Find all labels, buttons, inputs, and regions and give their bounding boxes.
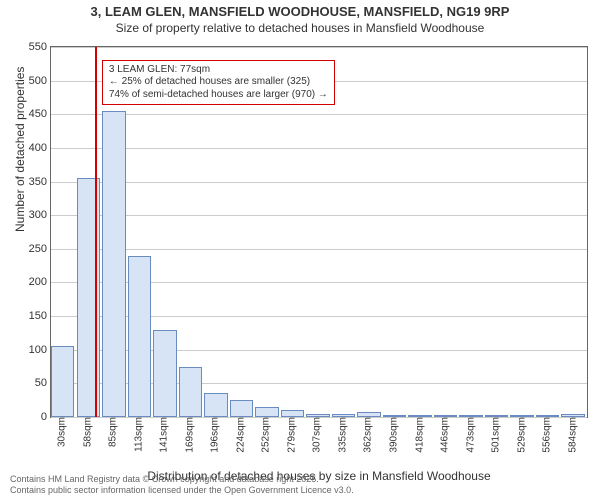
y-gridline — [51, 215, 587, 216]
x-tick-label: 335sqm — [335, 417, 348, 453]
y-tick-label: 450 — [29, 108, 51, 120]
footnote-line1: Contains HM Land Registry data © Crown c… — [10, 474, 354, 485]
x-tick-label: 196sqm — [208, 417, 221, 453]
y-gridline — [51, 47, 587, 48]
y-gridline — [51, 114, 587, 115]
reference-line — [95, 47, 97, 417]
annotation-line2: 74% of semi-detached houses are larger (… — [109, 89, 328, 102]
x-tick-label: 224sqm — [233, 417, 246, 453]
histogram-bar — [102, 111, 125, 417]
histogram-bar — [281, 410, 304, 417]
y-axis-title: Number of detached properties — [13, 67, 27, 232]
x-tick-label: 113sqm — [131, 417, 144, 452]
annotation-line1: ← 25% of detached houses are smaller (32… — [109, 76, 328, 89]
y-tick-label: 200 — [29, 276, 51, 288]
x-tick-label: 307sqm — [310, 417, 323, 453]
x-tick-label: 446sqm — [438, 417, 451, 453]
x-tick-label: 556sqm — [540, 417, 553, 453]
y-tick-label: 550 — [29, 41, 51, 53]
y-gridline — [51, 148, 587, 149]
histogram-bar — [179, 367, 202, 417]
y-tick-label: 50 — [35, 377, 51, 389]
histogram-bar — [204, 393, 227, 417]
y-tick-label: 250 — [29, 243, 51, 255]
x-tick-label: 141sqm — [157, 417, 170, 453]
x-tick-label: 473sqm — [463, 417, 476, 453]
y-tick-label: 400 — [29, 142, 51, 154]
x-tick-label: 501sqm — [489, 417, 502, 453]
plot-area: Number of detached properties 0501001502… — [50, 46, 588, 418]
histogram-bar — [153, 330, 176, 417]
y-tick-label: 100 — [29, 344, 51, 356]
x-tick-label: 58sqm — [80, 417, 93, 447]
histogram-bar — [51, 346, 74, 417]
footnote: Contains HM Land Registry data © Crown c… — [10, 474, 354, 497]
chart-title-block: 3, LEAM GLEN, MANSFIELD WOODHOUSE, MANSF… — [0, 0, 600, 36]
y-tick-label: 300 — [29, 209, 51, 221]
chart-title-sub: Size of property relative to detached ho… — [0, 21, 600, 37]
x-tick-label: 85sqm — [106, 417, 119, 447]
y-gridline — [51, 249, 587, 250]
x-tick-label: 169sqm — [182, 417, 195, 453]
y-gridline — [51, 182, 587, 183]
x-tick-label: 418sqm — [412, 417, 425, 453]
y-tick-label: 350 — [29, 176, 51, 188]
x-tick-label: 529sqm — [514, 417, 527, 453]
x-tick-label: 390sqm — [387, 417, 400, 453]
histogram-bar — [128, 256, 151, 417]
x-tick-label: 584sqm — [565, 417, 578, 453]
y-tick-label: 500 — [29, 75, 51, 87]
x-tick-label: 30sqm — [55, 417, 68, 447]
chart-title-main: 3, LEAM GLEN, MANSFIELD WOODHOUSE, MANSF… — [0, 4, 600, 21]
histogram-bar — [230, 400, 253, 417]
plot: 05010015020025030035040045050055030sqm58… — [50, 46, 588, 418]
y-tick-label: 150 — [29, 310, 51, 322]
x-tick-label: 279sqm — [284, 417, 297, 453]
x-tick-label: 362sqm — [361, 417, 374, 453]
y-tick-label: 0 — [41, 411, 51, 423]
x-tick-label: 252sqm — [259, 417, 272, 453]
annotation-box: 3 LEAM GLEN: 77sqm← 25% of detached hous… — [102, 60, 335, 106]
footnote-line2: Contains public sector information licen… — [10, 485, 354, 496]
histogram-bar — [255, 407, 278, 417]
annotation-title: 3 LEAM GLEN: 77sqm — [109, 64, 328, 77]
